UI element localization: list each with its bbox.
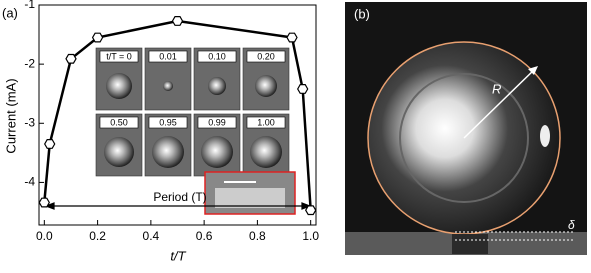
y-axis-label: Current (mA) bbox=[3, 78, 18, 153]
y-tick-label: -2 bbox=[24, 56, 35, 70]
y-tick-label: -4 bbox=[24, 175, 35, 189]
data-line bbox=[43, 19, 312, 211]
data-point bbox=[305, 205, 317, 216]
inset-label-box bbox=[197, 116, 237, 129]
x-tick-label: 0.8 bbox=[249, 229, 266, 243]
x-axis-label: t/T bbox=[170, 248, 186, 263]
inset-label: 0.95 bbox=[159, 117, 177, 127]
inset-label-box bbox=[99, 50, 139, 63]
inset-drop bbox=[255, 75, 277, 97]
inset-label: 0.20 bbox=[257, 51, 275, 61]
insets: t/T = 0 0.01 0.10 0.20 0.50 0.95 0.99 1.00 bbox=[95, 47, 290, 177]
inset-drop bbox=[163, 81, 173, 91]
gap-label: δ bbox=[568, 218, 575, 232]
y-tick-label: -1 bbox=[24, 0, 35, 11]
inset-label-box bbox=[148, 50, 188, 63]
inset-label: 0.99 bbox=[208, 117, 226, 127]
annotation: Period (T) bbox=[153, 190, 206, 204]
x-tick-label: 0.6 bbox=[196, 229, 213, 243]
inset-label: t/T = 0 bbox=[106, 51, 132, 61]
radius-label: R bbox=[492, 81, 501, 96]
inset-label-box bbox=[246, 50, 286, 63]
x-tick-label: 1.0 bbox=[302, 229, 319, 243]
inset-drop bbox=[201, 136, 233, 168]
data-point bbox=[286, 32, 298, 43]
zoom-inset bbox=[204, 171, 296, 215]
x-tick-label: 0.4 bbox=[143, 229, 160, 243]
inset-label: 1.00 bbox=[257, 117, 275, 127]
data-point bbox=[297, 83, 309, 94]
inset-label: 0.50 bbox=[110, 117, 128, 127]
inset-label-box bbox=[148, 116, 188, 129]
inset-label-box bbox=[246, 116, 286, 129]
x-tick-label: 0.2 bbox=[89, 229, 106, 243]
data-point bbox=[65, 53, 77, 64]
inset-label-box bbox=[99, 116, 139, 129]
inset-drop bbox=[106, 73, 132, 99]
data-point bbox=[171, 16, 184, 26]
data-point bbox=[44, 139, 56, 149]
y-tick-label: -3 bbox=[24, 115, 35, 129]
data-point bbox=[38, 197, 50, 208]
inset-drop bbox=[250, 136, 282, 168]
panel-label: (a) bbox=[2, 5, 18, 20]
inset-drop bbox=[104, 137, 134, 167]
inset-label-box bbox=[197, 50, 237, 63]
plot-frame bbox=[38, 4, 317, 226]
inset-label: 0.01 bbox=[159, 51, 177, 61]
data-point bbox=[91, 32, 104, 43]
period-arrow bbox=[44, 202, 312, 210]
x-tick-label: 0.0 bbox=[36, 229, 53, 243]
photo-label: (b) bbox=[354, 6, 370, 21]
inset-label: 0.10 bbox=[208, 51, 226, 61]
photo-panel: (b) R δ bbox=[345, 2, 587, 255]
inset-drop bbox=[152, 136, 184, 168]
inset-drop bbox=[208, 77, 226, 95]
